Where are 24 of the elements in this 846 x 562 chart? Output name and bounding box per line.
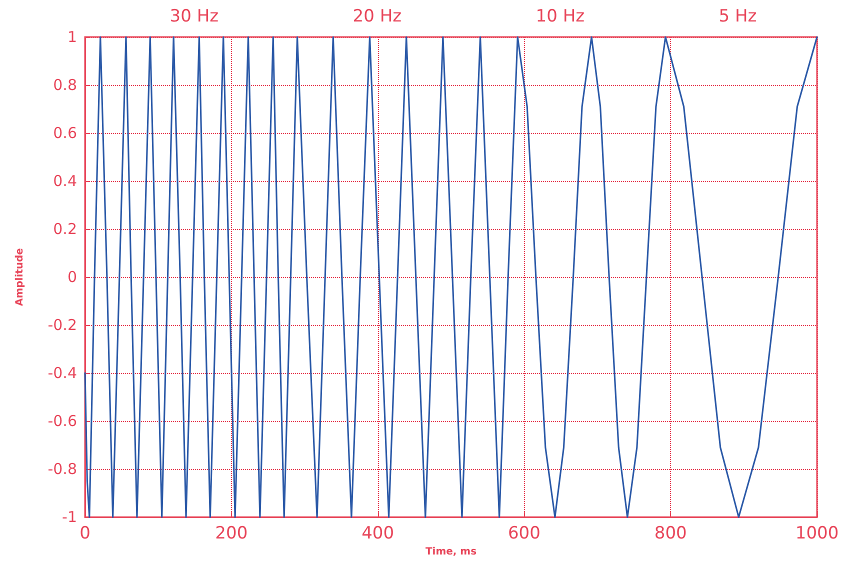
x-axis-title: Time, ms — [425, 546, 477, 558]
y-tick-label: 0 — [67, 268, 77, 286]
line-series — [84, 36, 818, 518]
x-tick-label: 400 — [362, 524, 394, 544]
y-tick-label: -0.4 — [48, 364, 77, 382]
x-tick-label: 200 — [215, 524, 248, 544]
y-tick-label: 0.8 — [53, 76, 77, 94]
x-tick-label: 800 — [654, 524, 687, 544]
x-tick-label: 0 — [80, 524, 90, 544]
text: 10 Hz — [536, 6, 585, 26]
y-tick-label: -0.8 — [48, 460, 77, 478]
text: 5 Hz — [718, 6, 757, 26]
text: 20 Hz — [352, 6, 402, 26]
y-tick-label: 0.2 — [53, 220, 77, 238]
y-axis-title: Amplitude — [14, 248, 26, 306]
x-tick-label: 600 — [508, 524, 540, 544]
y-tick-label: 0.4 — [53, 172, 77, 190]
y-tick-label: -0.2 — [48, 316, 77, 334]
text: 30 Hz — [170, 6, 219, 26]
y-tick-label: 1 — [67, 28, 77, 46]
y-tick-label: -1 — [62, 508, 77, 526]
x-tick-label: 1000 — [795, 524, 839, 544]
y-tick-label: -0.6 — [48, 412, 77, 430]
y-tick-label: 0.6 — [53, 124, 77, 142]
